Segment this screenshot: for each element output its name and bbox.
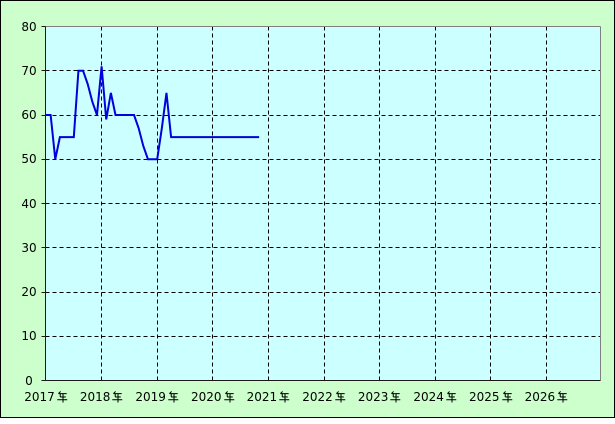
year-kanji-glyph (279, 391, 290, 403)
x-axis-label: 2017 (14, 390, 78, 404)
year-kanji-glyph (501, 391, 512, 403)
year-kanji-glyph (446, 391, 457, 403)
y-axis-label: 20 (21, 285, 37, 299)
y-axis-label: 50 (21, 152, 37, 167)
y-axis-label: 0 (25, 373, 33, 388)
y-axis-label: 80 (21, 19, 37, 34)
x-axis-label-year-number: 2020 (191, 390, 222, 404)
year-kanji-glyph (557, 391, 568, 403)
x-axis-label: 2019 (125, 390, 189, 404)
x-axis-label: 2020 (181, 390, 245, 404)
year-kanji-glyph (168, 391, 179, 403)
year-kanji-glyph (57, 391, 68, 403)
x-axis-label: 2023 (348, 390, 412, 404)
y-axis-label: 10 (21, 329, 37, 344)
x-axis-label: 2026 (514, 390, 578, 404)
year-kanji-glyph (223, 391, 234, 403)
x-axis-label-year-number: 2022 (302, 390, 333, 404)
x-axis-label: 2021 (236, 390, 300, 404)
year-kanji-glyph (112, 391, 123, 403)
x-axis-label: 2022 (292, 390, 356, 404)
y-axis-label: 30 (21, 240, 37, 255)
x-axis-label-year-number: 2023 (357, 390, 389, 404)
x-axis-label-year-number: 2018 (79, 390, 111, 404)
y-axis-label: 70 (21, 63, 37, 78)
y-axis-label: 60 (21, 108, 37, 122)
x-axis-label-year-number: 2024 (413, 390, 444, 404)
x-axis-label-year-number: 2017 (24, 390, 55, 404)
x-axis-label-year-number: 2026 (524, 390, 556, 404)
x-axis-label-year-number: 2019 (135, 390, 166, 404)
y-axis-label: 40 (21, 196, 37, 211)
x-axis-label-year-number: 2021 (246, 390, 278, 404)
x-axis-label-year-number: 2025 (469, 390, 500, 404)
x-axis-label: 2018 (70, 390, 134, 404)
data-series-line (46, 66, 260, 161)
x-axis-label: 2025 (459, 390, 523, 404)
year-kanji-glyph (335, 391, 346, 403)
x-axis-label: 2024 (403, 390, 467, 404)
year-kanji-glyph (390, 391, 401, 403)
